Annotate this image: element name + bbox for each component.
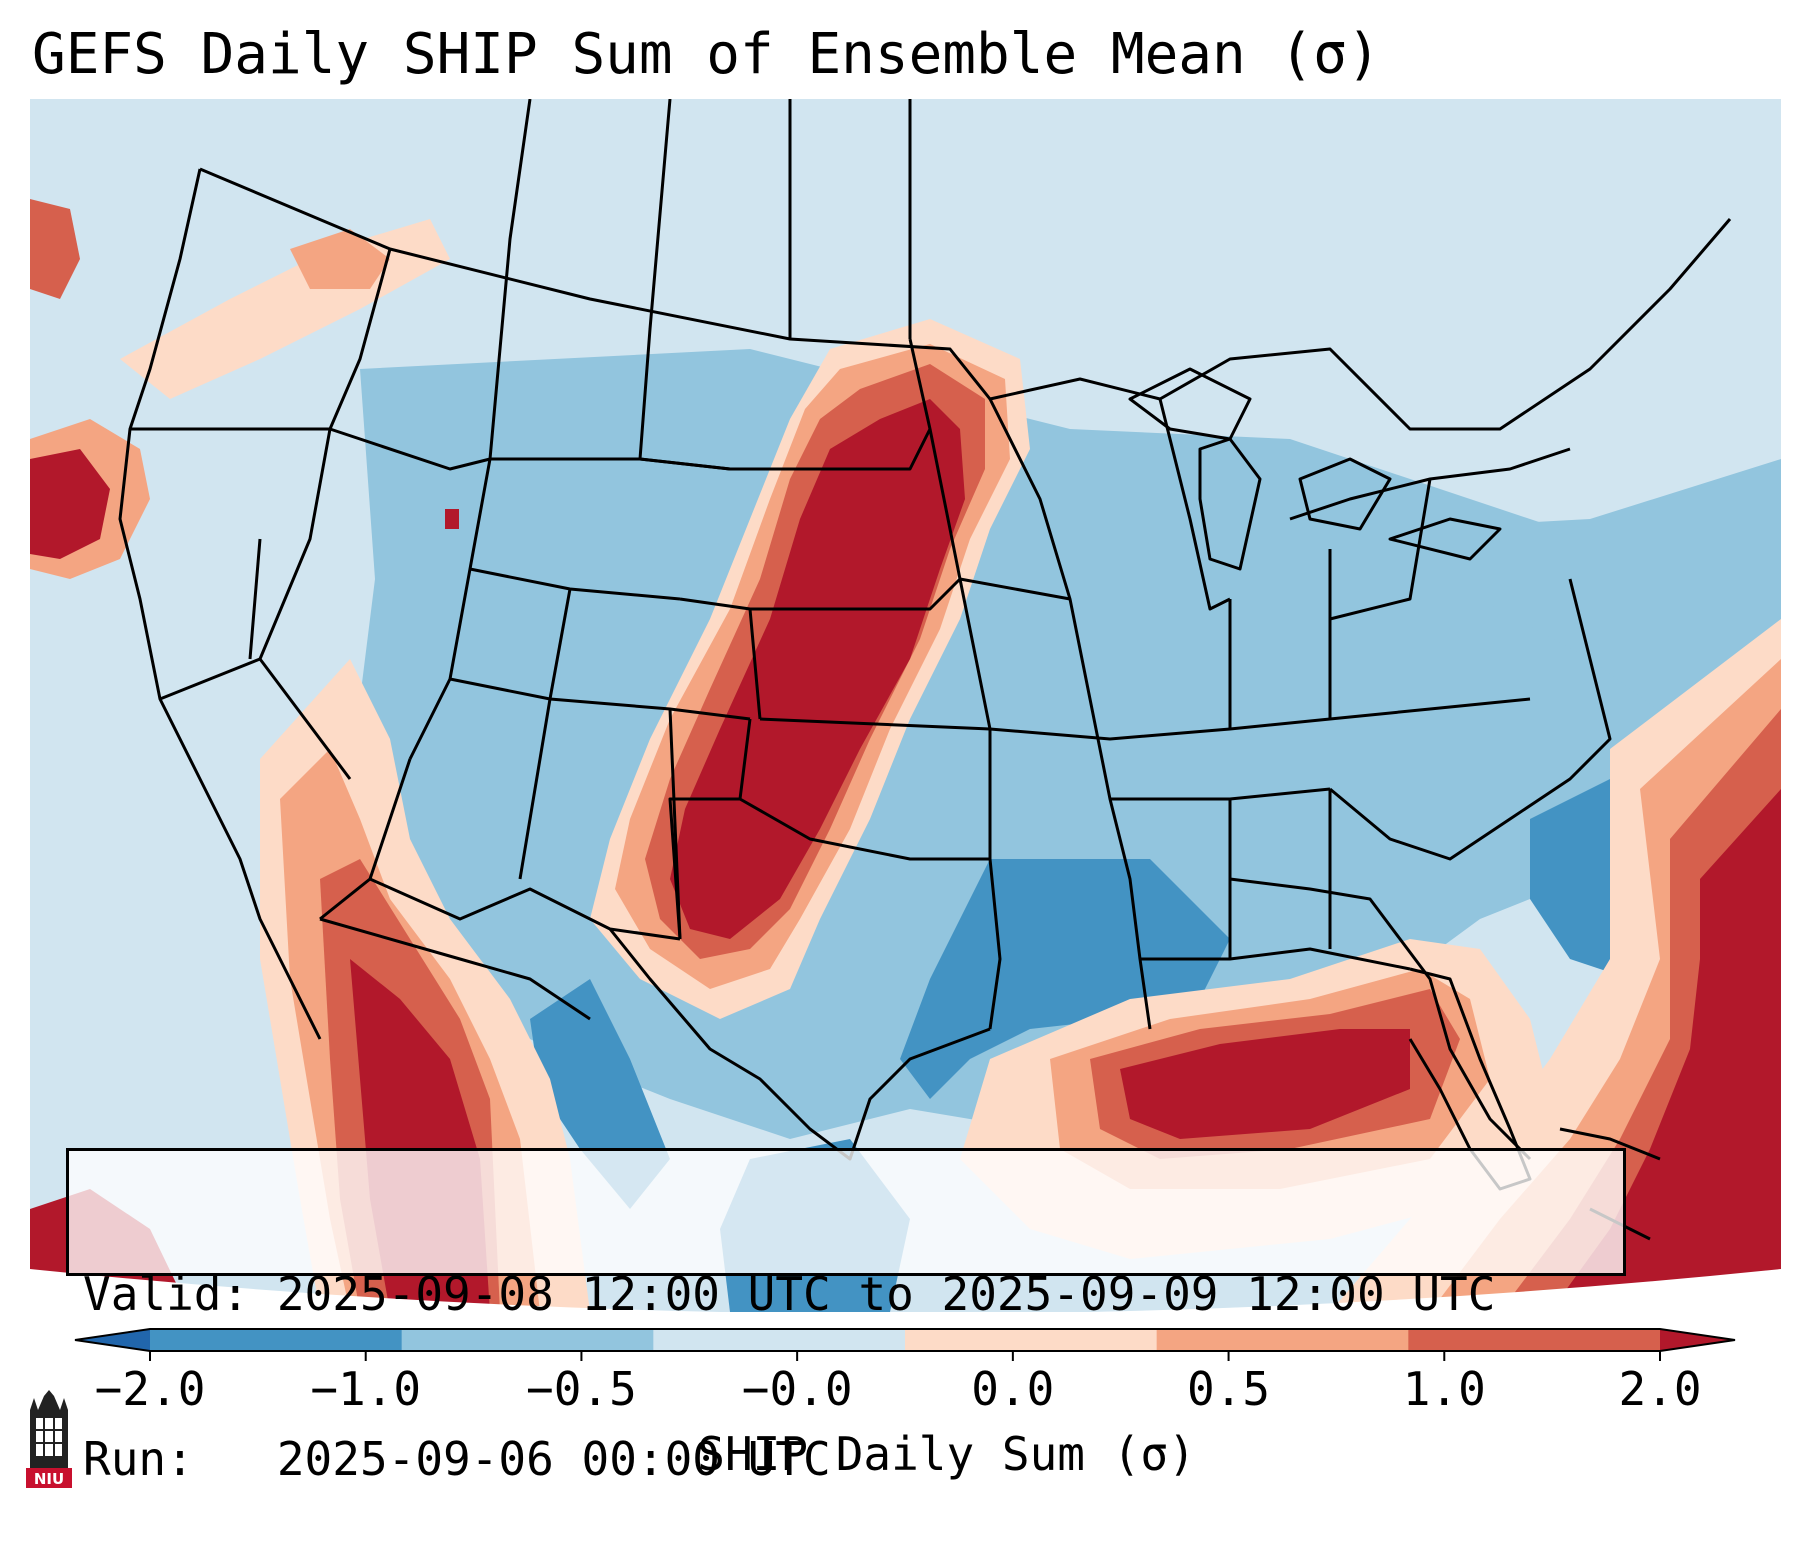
field-pacific-nw-top: [30, 199, 80, 299]
colorbar-bin: [1156, 1329, 1409, 1351]
ship-map: [30, 99, 1781, 1312]
colorbar: [74, 1328, 1736, 1361]
colorbar-tick-label: 1.0: [1402, 1362, 1486, 1416]
niu-logo-text: NIU: [34, 1470, 64, 1488]
field-utah-spot: [445, 509, 459, 529]
state-boundaries: [118, 99, 1732, 1241]
colorbar-tick-label: 0.0: [971, 1362, 1055, 1416]
colorbar-tick-label: 0.5: [1187, 1362, 1271, 1416]
colorbar-extend-low: [75, 1329, 150, 1351]
colorbar-label: SHIP Daily Sum (σ): [697, 1427, 1196, 1481]
field-gulf-core: [1120, 1029, 1410, 1139]
colorbar-bin: [150, 1329, 403, 1351]
field-pacific-nw-red: [30, 449, 110, 559]
domain-mask: [30, 1269, 1781, 1312]
colorbar-bin: [653, 1329, 906, 1351]
colorbar-extend-high: [1660, 1329, 1735, 1351]
field-idaho-streak-red: [290, 229, 390, 289]
colorbar-tick-label: −0.5: [526, 1362, 637, 1416]
colorbar-tick-label: −1.0: [310, 1362, 422, 1416]
colorbar-tick-label: −0.0: [741, 1362, 853, 1416]
field-northeast-light-blue: [1410, 459, 1781, 719]
valid-time-text: Valid: 2025-09-08 12:00 UTC to 2025-09-0…: [83, 1267, 1496, 1321]
map-frame: [30, 99, 1781, 1312]
colorbar-bin: [1408, 1329, 1661, 1351]
valid-run-info-box: Valid: 2025-09-08 12:00 UTC to 2025-09-0…: [66, 1148, 1626, 1486]
field-plains-plume-core: [670, 399, 965, 939]
niu-logo-icon: NIU: [26, 1390, 72, 1488]
colorbar-tick-label: 2.0: [1618, 1362, 1702, 1416]
colorbar-bin: [905, 1329, 1158, 1351]
field-gulf-coast-blue: [900, 859, 1230, 1099]
colorbar-tick-label: −2.0: [94, 1362, 206, 1416]
page-title: GEFS Daily SHIP Sum of Ensemble Mean (σ): [32, 22, 1381, 87]
colorbar-bin: [401, 1329, 654, 1351]
field-atlantic-core: [1550, 789, 1781, 1312]
run-time-text: Run: 2025-09-06 00:00 UTC: [83, 1432, 831, 1486]
